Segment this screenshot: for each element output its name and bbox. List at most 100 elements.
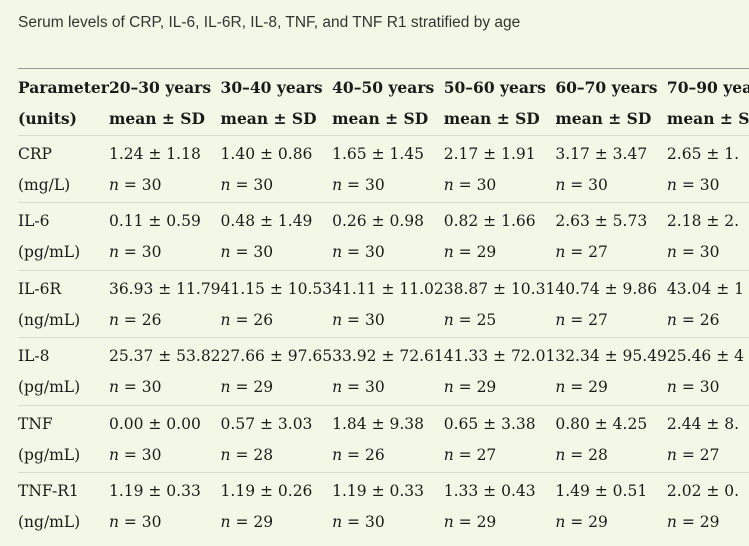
n-symbol: n [220, 513, 231, 531]
value-cell: 0.26 ± 0.98 n = 30 [332, 202, 444, 270]
n-equals: = [230, 243, 254, 261]
value-cell: 2.44 ± 8. n = 27 [666, 404, 749, 473]
mean-sd-value: 0.00 ± 0.00 [108, 414, 201, 433]
mean-sd-value: 1.49 ± 0.51 [555, 482, 648, 500]
value-cell: 1.19 ± 0.26 n = 29 [220, 472, 333, 540]
sample-size: n = 30 [444, 170, 556, 201]
n-symbol: n [555, 310, 566, 329]
n-symbol: n [555, 175, 566, 194]
table-top-rule [18, 68, 749, 69]
n-equals: = [230, 175, 254, 194]
n-value: 29 [588, 513, 608, 531]
header-group-4: 50–60 years mean ± SD [444, 69, 556, 135]
n-value: 30 [253, 243, 274, 261]
sample-size: n = 30 [109, 372, 221, 403]
sample-size: n = 30 [109, 507, 221, 538]
sample-size: n = 29 [444, 372, 556, 403]
n-value: 30 [141, 243, 162, 261]
header-group-2: 30–40 years mean ± SD [221, 69, 333, 135]
mean-sd-value: 1.84 ± 9.38 [332, 414, 425, 433]
n-equals: = [230, 445, 254, 464]
mean-sd-value: 36.93 ± 11.79 [108, 279, 221, 298]
n-equals: = [676, 445, 700, 464]
n-value: 30 [364, 243, 385, 261]
header-row: Parameter (units) 20–30 years mean ± SD … [18, 69, 749, 135]
value-cell: 1.84 ± 9.38 n = 26 [332, 404, 444, 473]
n-symbol: n [108, 513, 119, 531]
n-symbol: n [220, 310, 231, 329]
mean-sd-value: 1.19 ± 0.26 [220, 482, 313, 500]
value-cell: 1.19 ± 0.33 n = 30 [108, 472, 221, 540]
value-cell: 1.33 ± 0.43 n = 29 [443, 472, 556, 540]
value-cell: 0.00 ± 0.00 n = 30 [108, 404, 221, 473]
n-value: 30 [699, 175, 720, 194]
header-age: 70–90 years [666, 78, 749, 97]
n-equals: = [118, 445, 142, 464]
value-cell: 1.49 ± 0.51 n = 29 [555, 472, 667, 540]
n-value: 30 [141, 175, 162, 194]
header-parameter: Parameter (units) [18, 69, 109, 135]
parameter-cell: IL-6 (pg/mL) [18, 202, 109, 270]
header-group-6: 70–90 years mean ± SD [667, 69, 749, 135]
n-equals: = [453, 310, 477, 329]
sample-size: n = 29 [667, 507, 749, 538]
n-value: 26 [699, 310, 720, 329]
n-value: 26 [141, 310, 162, 329]
value-cell: 1.40 ± 0.86 n = 30 [220, 134, 333, 203]
mean-sd-value: 41.15 ± 10.53 [220, 279, 333, 298]
sample-size: n = 30 [221, 237, 333, 268]
n-symbol: n [108, 175, 119, 194]
header-stat: mean ± SD [666, 109, 749, 128]
value-cell: 0.11 ± 0.59 n = 30 [108, 202, 221, 270]
mean-sd-value: 0.82 ± 1.66 [443, 212, 536, 230]
header-group-3: 40–50 years mean ± SD [332, 69, 444, 135]
mean-sd-value: 40.74 ± 9.86 [555, 279, 658, 298]
table-row: IL-6R (ng/mL) 36.93 ± 11.79 n = 26 41.15 ± 1… [18, 269, 749, 338]
value-cell: 32.34 ± 95.49 n = 29 [555, 337, 667, 405]
n-equals: = [676, 513, 700, 531]
mean-sd-value: 33.92 ± 72.61 [332, 347, 444, 365]
n-symbol: n [666, 445, 677, 464]
table-row: TNF (pg/mL) 0.00 ± 0.00 n = 30 0.57 ± 3.03 n … [18, 404, 749, 473]
header-stat: mean ± SD [332, 109, 429, 128]
header-age: 20–30 years [108, 78, 212, 97]
mean-sd-value: 2.02 ± 0. [666, 482, 740, 500]
sample-size: n = 30 [332, 305, 444, 336]
header-age: 30–40 years [220, 78, 323, 97]
sample-size: n = 30 [667, 237, 749, 268]
parameter-cell: TNF-R1 (ng/mL) [18, 472, 109, 540]
sample-size: n = 28 [555, 440, 667, 471]
n-value: 28 [253, 445, 274, 464]
value-cell: 38.87 ± 10.31 n = 25 [443, 269, 556, 338]
parameter-name: IL-6 [18, 212, 50, 230]
n-symbol: n [666, 513, 677, 531]
value-cell: 0.57 ± 3.03 n = 28 [220, 404, 333, 473]
n-value: 27 [588, 310, 608, 329]
n-value: 30 [699, 378, 720, 396]
sample-size: n = 30 [332, 237, 444, 268]
parameter-cell: CRP (mg/L) [18, 134, 109, 203]
n-equals: = [453, 378, 477, 396]
n-symbol: n [443, 378, 454, 396]
sample-size: n = 30 [332, 507, 444, 538]
sample-size: n = 29 [444, 237, 556, 268]
n-equals: = [565, 513, 589, 531]
n-symbol: n [443, 513, 454, 531]
n-value: 30 [364, 310, 385, 329]
mean-sd-value: 2.63 ± 5.73 [555, 212, 648, 230]
mean-sd-value: 43.04 ± 1 [666, 279, 744, 298]
mean-sd-value: 1.33 ± 0.43 [443, 482, 536, 500]
table-body: CRP (mg/L) 1.24 ± 1.18 n = 30 1.40 ± 0.86 n =… [18, 134, 749, 540]
mean-sd-value: 41.11 ± 11.02 [332, 279, 444, 298]
sample-size: n = 27 [555, 305, 667, 336]
n-value: 25 [476, 310, 497, 329]
header-stat: mean ± SD [220, 109, 317, 128]
parameter-unit: (pg/mL) [18, 243, 81, 261]
n-symbol: n [220, 243, 231, 261]
mean-sd-value: 25.37 ± 53.82 [108, 347, 221, 365]
value-cell: 33.92 ± 72.61 n = 30 [332, 337, 444, 405]
n-value: 26 [253, 310, 274, 329]
n-symbol: n [220, 445, 231, 464]
header-group-1: 20–30 years mean ± SD [109, 69, 221, 135]
n-symbol: n [555, 445, 566, 464]
